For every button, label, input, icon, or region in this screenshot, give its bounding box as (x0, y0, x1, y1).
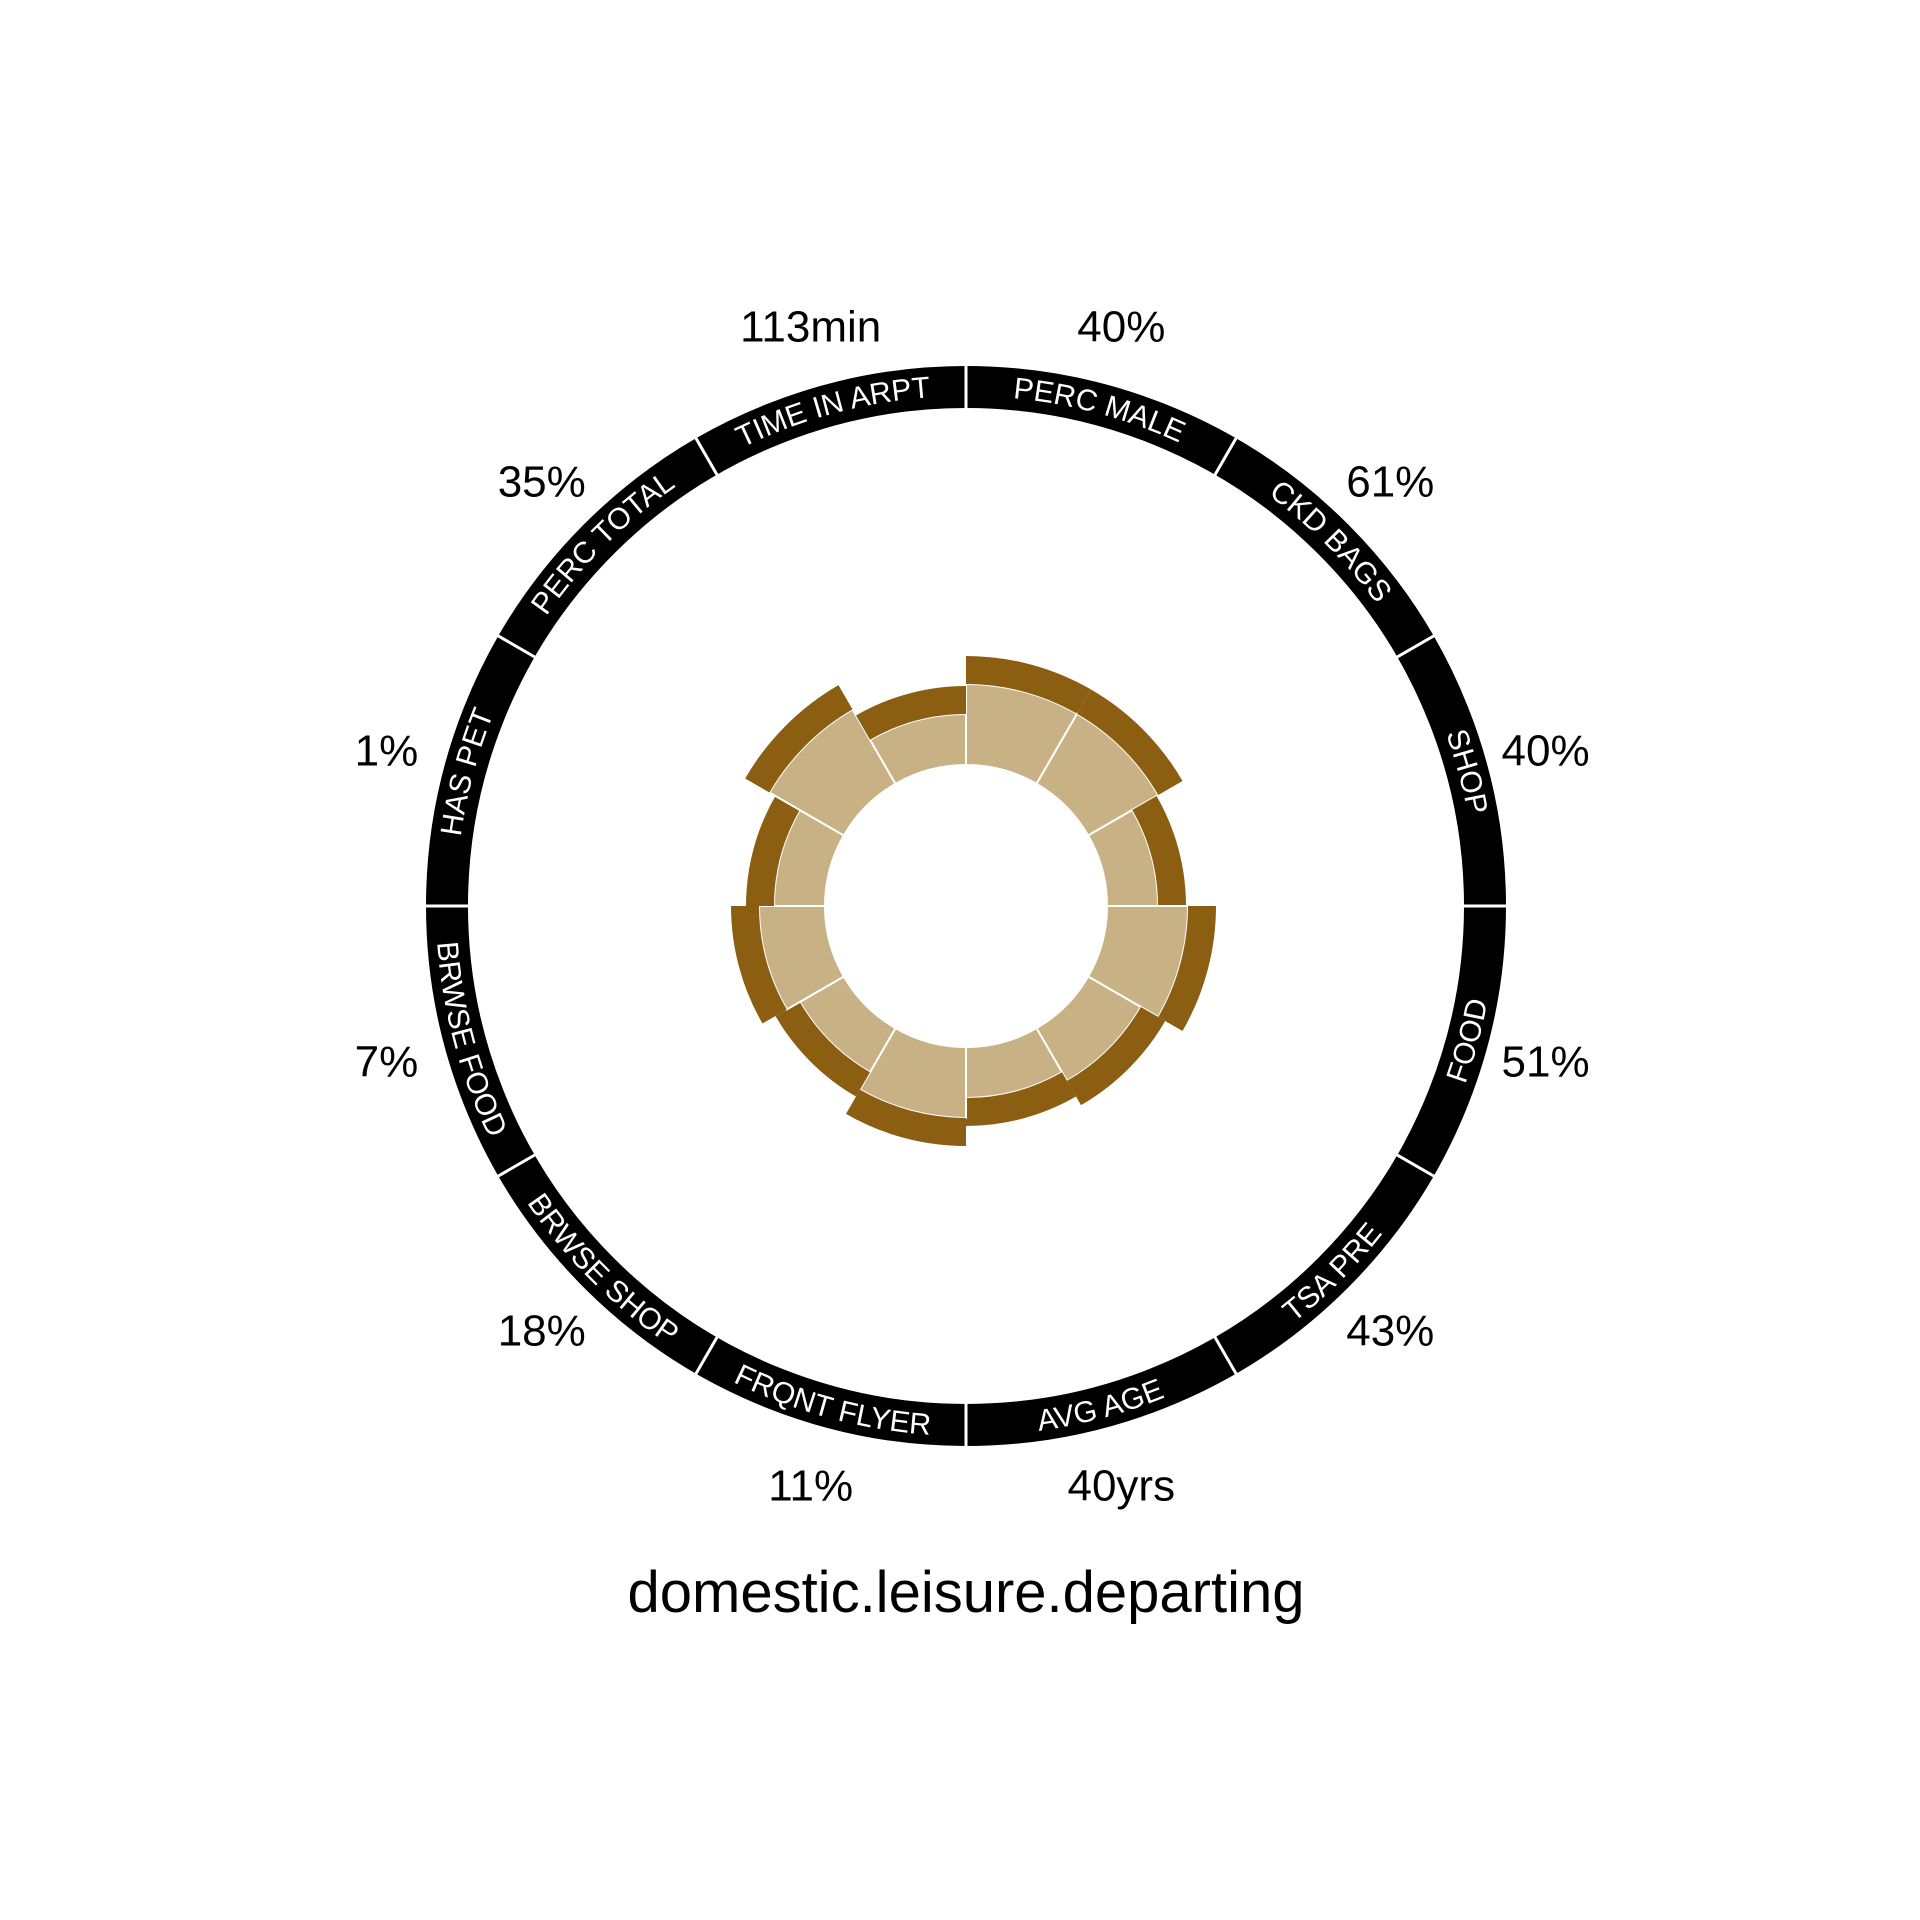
bar-cap-time-in-arpt (856, 686, 966, 740)
chart-title: domestic.leisure.departing (627, 1560, 1304, 1625)
bar-cap-tsa-pre (1067, 1007, 1166, 1106)
value-label: 61% (1346, 458, 1434, 507)
value-label: 40% (1077, 302, 1165, 351)
bar-cap-brwse-food (730, 906, 787, 1024)
value-label: 11% (768, 1462, 853, 1511)
ring-separator (1395, 634, 1436, 659)
bar-cap-ckd-bags (1077, 689, 1183, 795)
value-label: 113min (740, 302, 881, 351)
ring-separator (496, 1153, 537, 1178)
ring-separator (1395, 1153, 1436, 1178)
ring-separator (1213, 1335, 1238, 1376)
ring-separator (694, 436, 719, 477)
value-label: 1% (355, 727, 419, 776)
bar-cap-brwse-shop (775, 1002, 870, 1097)
bar-fill-time-in-arpt (868, 712, 967, 786)
value-label: 40% (1502, 727, 1590, 776)
ring-separator (694, 1335, 719, 1376)
category-ring (425, 365, 1507, 1447)
ring-separator (1213, 436, 1238, 477)
bar-cap-frqnt-flyer (846, 1089, 966, 1146)
bar-cap-shop (1132, 796, 1186, 906)
ring-separator (496, 634, 537, 659)
bar-cap-food (1158, 906, 1216, 1031)
value-label: 43% (1346, 1306, 1434, 1355)
value-label: 7% (355, 1037, 419, 1086)
bar-cap-perc-male (966, 656, 1091, 714)
bar-cap-perc-total (745, 685, 853, 793)
value-labels: 40% 61% 40% 51% 43% 40yrs 11% 18% 7% 1% 35% 113min (355, 302, 1590, 1510)
value-label: 51% (1502, 1037, 1590, 1086)
value-label: 18% (498, 1306, 586, 1355)
wedge-layer (730, 656, 1216, 1146)
bar-cap-avg-age (966, 1072, 1076, 1126)
value-label: 40yrs (1067, 1462, 1175, 1511)
value-label: 35% (498, 458, 586, 507)
bar-cap-has-pet (745, 796, 800, 906)
